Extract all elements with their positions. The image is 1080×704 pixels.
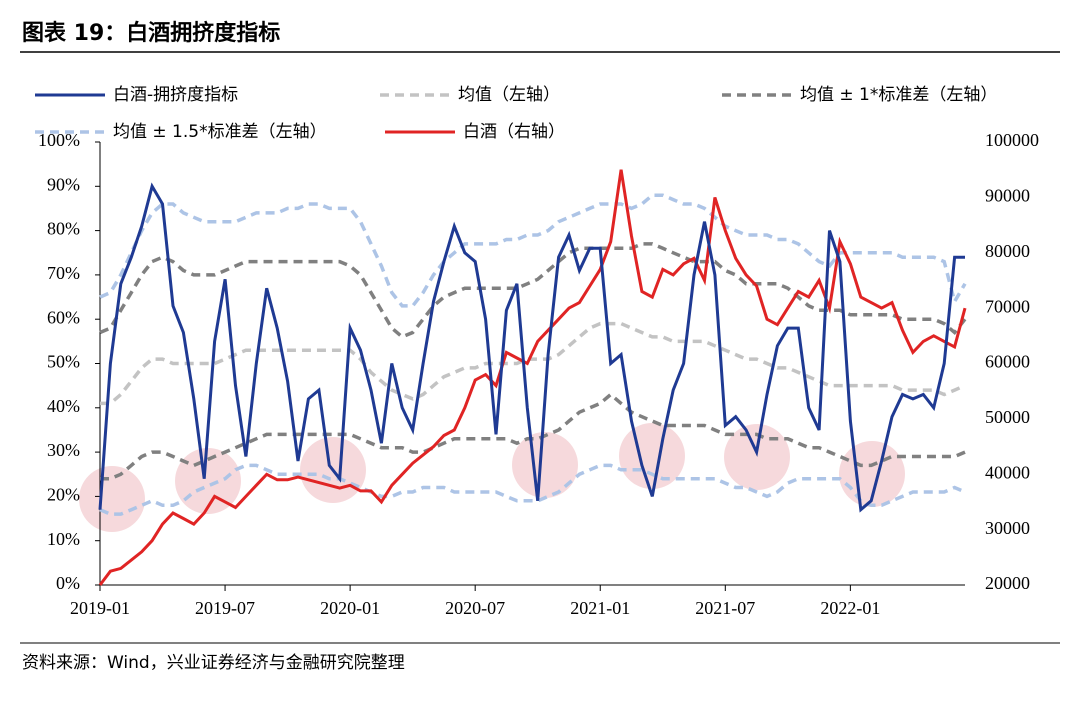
- y2-tick-label: 80000: [985, 241, 1030, 261]
- highlight: [619, 423, 685, 489]
- series-line: [99, 242, 967, 339]
- legend-label: 白酒（右轴）: [463, 122, 565, 142]
- series-line: [99, 193, 967, 308]
- x-tick-label: 2020-07: [445, 598, 505, 618]
- y2-tick-label: 20000: [985, 573, 1030, 593]
- legend-label: 白酒-拥挤度指标: [113, 85, 238, 105]
- x-tick-label: 2022-01: [820, 598, 880, 618]
- legend-label: 均值 ± 1*标准差（左轴）: [800, 85, 997, 105]
- highlight: [512, 432, 578, 498]
- highlight: [79, 466, 145, 532]
- x-tick-label: 2020-01: [320, 598, 380, 618]
- x-tick-label: 2019-07: [195, 598, 255, 618]
- y-tick-label: 100%: [38, 130, 80, 150]
- series-line: [98, 182, 965, 513]
- y2-tick-label: 30000: [985, 518, 1030, 538]
- y-tick-label: 70%: [47, 263, 80, 283]
- y-tick-label: 80%: [47, 219, 80, 239]
- source: 资料来源：Wind，兴业证券经济与金融研究院整理: [22, 653, 405, 673]
- y2-tick-label: 40000: [985, 462, 1030, 482]
- highlight: [175, 448, 241, 514]
- legend-label: 均值（左轴）: [458, 85, 560, 105]
- chart-title: 图表 19：白酒拥挤度指标: [22, 20, 280, 46]
- y-tick-label: 60%: [47, 307, 80, 327]
- y2-tick-label: 60000: [985, 352, 1030, 372]
- y-tick-label: 0%: [56, 573, 80, 593]
- y-tick-label: 50%: [47, 352, 80, 372]
- y-tick-label: 20%: [47, 485, 80, 505]
- y-tick-label: 90%: [47, 174, 80, 194]
- x-tick-label: 2021-01: [570, 598, 630, 618]
- x-tick-label: 2019-01: [70, 598, 130, 618]
- series-line: [100, 392, 966, 481]
- x-tick-label: 2021-07: [695, 598, 755, 618]
- legend-label: 均值 ± 1.5*标准差（左轴）: [113, 122, 327, 142]
- series-line: [98, 169, 967, 586]
- y2-tick-label: 90000: [985, 186, 1030, 206]
- y2-tick-label: 100000: [985, 130, 1039, 150]
- y2-tick-label: 70000: [985, 296, 1030, 316]
- y2-tick-label: 50000: [985, 407, 1030, 427]
- y-tick-label: 40%: [47, 396, 80, 416]
- y-tick-label: 30%: [47, 440, 80, 460]
- y-tick-label: 10%: [47, 529, 80, 549]
- series-line: [99, 463, 966, 516]
